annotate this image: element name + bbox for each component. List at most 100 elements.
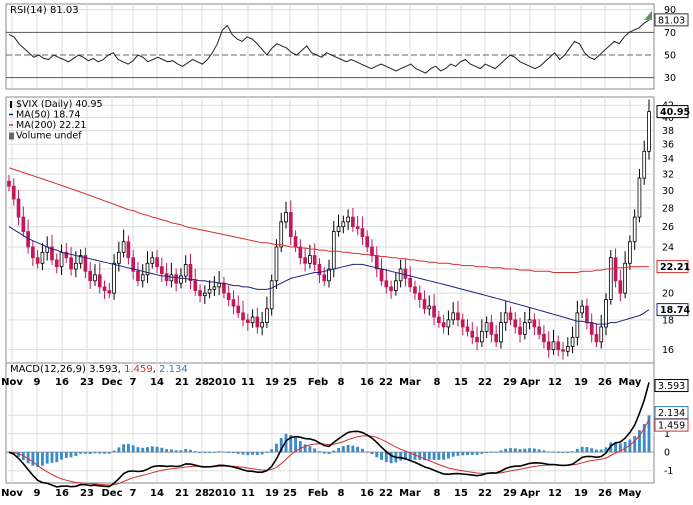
- candle-body: [107, 290, 112, 294]
- candle-body: [470, 330, 475, 338]
- rsi-value-tag: [654, 13, 689, 27]
- candle-body: [265, 308, 269, 324]
- candle-body: [623, 262, 627, 294]
- macd-hist-bar: [446, 452, 450, 459]
- macd-hist-bar: [642, 423, 646, 453]
- price-tick-label: 24: [662, 242, 674, 253]
- macd-hist-bar: [270, 449, 274, 453]
- macd-hist-bar: [341, 446, 345, 453]
- candle-body: [365, 236, 370, 248]
- x-tick-label-top: Nov: [1, 488, 23, 499]
- candle-body: [121, 241, 126, 253]
- candle-body: [346, 216, 350, 223]
- macd-value-tag-text: 3.593: [658, 381, 685, 392]
- macd-hist-bar: [595, 449, 598, 453]
- macd-hist-bar: [571, 451, 575, 453]
- macd-hist-bar: [184, 449, 188, 453]
- candle-body: [355, 226, 360, 230]
- rsi-value-tag-text: 81.03: [658, 15, 685, 26]
- candle-body: [97, 274, 102, 288]
- x-tick-label-mid: 19: [265, 377, 279, 388]
- macd-title-prefix: MACD(12,26,9): [10, 364, 89, 375]
- macd-line: [8, 382, 650, 488]
- macd-hist-bar: [136, 447, 140, 453]
- macd-title-signal: 1.459: [124, 364, 153, 375]
- macd-hist-bar: [117, 447, 121, 453]
- macd-hist-bar: [361, 448, 364, 453]
- candle-body: [594, 333, 599, 343]
- macd-hist-bar: [246, 452, 250, 456]
- x-tick-label-top: 16: [55, 488, 69, 499]
- macd-hist-bar: [456, 452, 460, 456]
- macd-hist-bar: [275, 443, 278, 453]
- macd-tick-label: 1: [664, 429, 670, 440]
- ma200-line: [8, 167, 649, 273]
- macd-hist-bar: [604, 447, 608, 453]
- price-tick-label: 40: [662, 113, 674, 124]
- candle-body: [88, 270, 93, 282]
- macd-hist-bar: [575, 448, 579, 453]
- candle-body: [580, 305, 584, 314]
- candle-body: [370, 246, 374, 256]
- macd-hist-bar: [60, 452, 63, 460]
- candle-body: [155, 257, 159, 268]
- rsi-tick-label: 30: [664, 73, 676, 84]
- candle-body: [518, 326, 522, 335]
- macd-hist-bar: [303, 444, 307, 453]
- candle-body: [64, 251, 69, 259]
- price-value-tag-text: 22.21: [660, 262, 690, 273]
- macd-hist-bar: [294, 437, 297, 453]
- candle-body: [303, 257, 307, 264]
- candle-body: [83, 255, 88, 272]
- candle-body: [16, 198, 21, 218]
- price-value-tag-text: 18.74: [660, 305, 690, 316]
- candle-body: [317, 264, 322, 276]
- macd-hist-bar: [227, 452, 231, 453]
- candle-body: [432, 305, 436, 318]
- macd-hist-bar: [217, 451, 221, 453]
- macd-value-tag: [654, 418, 689, 432]
- x-tick-label-top: 12: [548, 488, 562, 499]
- price-value-tag-text: 40.95: [660, 107, 690, 118]
- candle-body: [150, 257, 155, 264]
- macd-hist-bar: [403, 452, 407, 460]
- macd-hist-bar: [45, 452, 49, 464]
- macd-hist-bar: [322, 452, 326, 454]
- x-tick-label-mid: 22: [379, 377, 393, 388]
- candle-body: [93, 274, 97, 282]
- legend-label: MA(50) 18.74: [16, 110, 80, 121]
- macd-hist-bar: [179, 450, 183, 453]
- candle-body: [532, 319, 537, 328]
- macd-hist-bar: [599, 449, 603, 453]
- price-tick-label: 34: [662, 154, 674, 165]
- x-tick-label-mid: 16: [55, 377, 69, 388]
- candle-body: [74, 262, 78, 270]
- macd-hist-bar: [98, 452, 102, 454]
- rsi-line: [8, 19, 650, 74]
- macd-hist-bar: [466, 452, 469, 456]
- macd-hist-bar: [523, 448, 527, 453]
- x-tick-label-mid: 29: [503, 377, 517, 388]
- macd-hist-bar: [489, 451, 493, 453]
- macd-hist-bar: [131, 445, 135, 453]
- candle-body: [193, 280, 198, 292]
- candle-body: [480, 330, 484, 343]
- rsi-overbought-mark: [644, 10, 652, 20]
- macd-value-tag: [654, 379, 689, 393]
- macd-hist-bar: [103, 452, 106, 454]
- macd-hist-bar: [93, 452, 97, 454]
- macd-hist-bar: [494, 451, 498, 453]
- x-tick-label-top: 23: [80, 488, 94, 499]
- candle-body: [465, 326, 470, 332]
- macd-hist-bar: [427, 452, 431, 460]
- candle-body: [374, 255, 379, 270]
- candle-body: [102, 286, 107, 292]
- candle-body: [379, 268, 384, 282]
- x-tick-label-mid: 25: [283, 377, 297, 388]
- macd-hist-bar: [485, 452, 489, 453]
- legend-symbol-bar: [9, 132, 14, 140]
- legend-symbol-candle: [10, 101, 12, 108]
- candle-body: [250, 316, 255, 324]
- macd-hist-bar: [451, 452, 455, 457]
- macd-hist-bar: [633, 436, 637, 453]
